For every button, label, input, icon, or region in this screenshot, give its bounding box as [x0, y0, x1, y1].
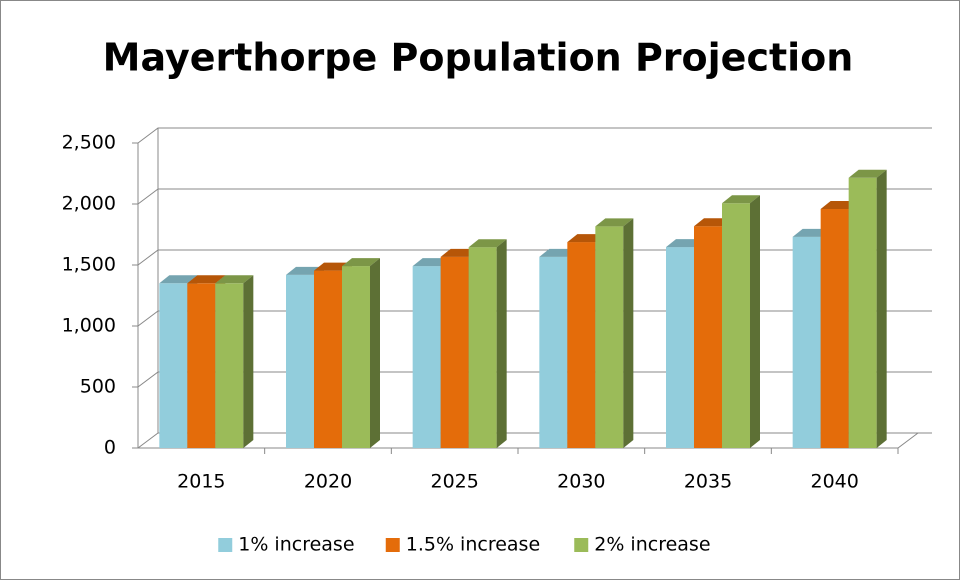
bar-front — [820, 209, 849, 448]
bar-side — [243, 275, 254, 448]
x-tick-label: 2040 — [810, 471, 858, 493]
bar-front — [159, 283, 188, 448]
bar-front — [848, 177, 877, 448]
chart-title: Mayerthorpe Population Projection — [103, 36, 854, 80]
bar — [848, 169, 887, 448]
y-tick-label: 0 — [104, 437, 116, 459]
bar-front — [215, 283, 244, 448]
bar-front — [187, 283, 216, 448]
bar-front — [694, 226, 722, 448]
bar — [342, 258, 380, 448]
x-tick-label: 2025 — [430, 471, 478, 493]
bar-side — [370, 258, 380, 448]
bar — [468, 239, 507, 448]
legend-swatch — [218, 538, 233, 552]
bar-top — [159, 275, 198, 284]
bar-front — [595, 226, 624, 448]
bar — [722, 195, 760, 448]
bar-front — [342, 266, 370, 448]
y-tick-label: 2,000 — [62, 193, 116, 215]
bar-top — [187, 275, 226, 284]
y-tick-label: 500 — [80, 376, 116, 398]
bar-top — [722, 195, 760, 204]
bar — [595, 218, 634, 448]
x-tick-label: 2020 — [304, 471, 352, 493]
legend-label: 1.5% increase — [406, 534, 540, 556]
bar-front — [412, 266, 441, 448]
bar-front — [286, 274, 314, 448]
x-tick-label: 2035 — [684, 471, 732, 493]
bar-top — [342, 258, 380, 267]
bar-front — [722, 203, 750, 448]
legend-swatch — [574, 538, 589, 552]
bar-side — [876, 169, 887, 448]
bar-front — [792, 236, 821, 448]
bar-top — [468, 239, 507, 248]
y-tick-label: 1,500 — [62, 254, 116, 276]
legend-label: 2% increase — [594, 534, 710, 556]
bar-side — [496, 239, 507, 448]
x-tick-label: 2030 — [557, 471, 605, 493]
bar-side — [623, 218, 634, 448]
bar-side — [750, 195, 760, 448]
bar-top — [848, 169, 887, 178]
bar-front — [314, 270, 342, 448]
y-tick-label: 1,000 — [62, 315, 116, 337]
legend-label: 1% increase — [238, 534, 354, 556]
legend-swatch — [385, 538, 400, 552]
bar-top — [215, 275, 254, 284]
bar-front — [468, 247, 497, 448]
grid-line — [137, 188, 932, 205]
y-tick-label: 2,500 — [62, 132, 116, 154]
bar-top — [595, 218, 634, 227]
bar — [215, 275, 254, 448]
x-tick-label: 2015 — [177, 471, 225, 493]
bar-front — [666, 247, 694, 448]
bar-front — [539, 256, 568, 448]
grid-line — [137, 127, 932, 144]
bar-front — [440, 256, 469, 448]
bar-front — [567, 242, 596, 448]
